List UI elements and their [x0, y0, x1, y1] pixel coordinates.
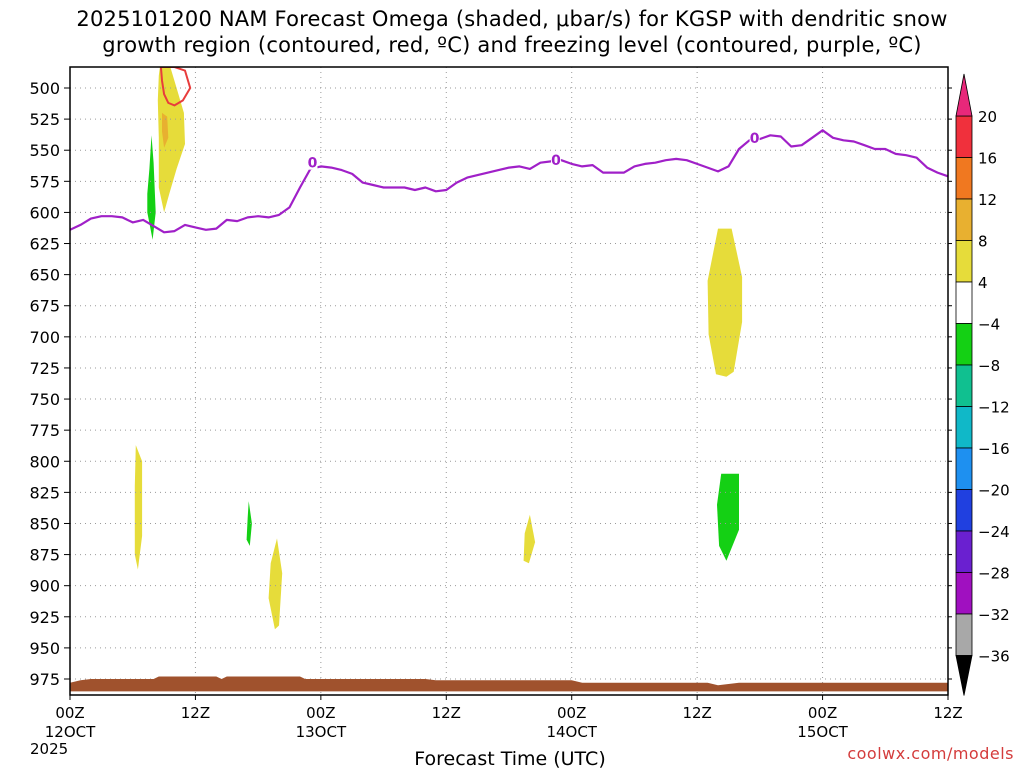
x-tick-label: 12Z	[933, 704, 962, 722]
freezing-label-bg	[749, 130, 760, 145]
grid-lines	[70, 67, 948, 695]
y-tick-label: 575	[29, 172, 60, 191]
x-tick-label: 12Z	[181, 704, 210, 722]
x-tick-date-label: 15OCT	[797, 723, 848, 741]
dgz-contour	[159, 67, 192, 107]
x-tick-label: 00Z	[55, 704, 84, 722]
y-tick-label: 600	[29, 203, 60, 222]
y-tick-label: 925	[29, 608, 60, 627]
colorbar-label: −32	[978, 606, 1010, 624]
y-tick-label: 650	[29, 266, 60, 285]
y-tick-label: 875	[29, 546, 60, 565]
colorbar-label: 16	[978, 150, 997, 168]
terrain	[70, 676, 948, 692]
freezing-label-bg	[551, 153, 562, 168]
colorbar-label: −20	[978, 482, 1010, 500]
freezing-level-line	[70, 129, 948, 234]
x-tick-label: 12Z	[432, 704, 461, 722]
x-tick-date-label: 12OCT	[45, 723, 96, 741]
y-tick-label: 800	[29, 452, 60, 471]
plot-frame	[69, 66, 949, 696]
y-tick-label: 825	[29, 483, 60, 502]
chart-title: 2025101200 NAM Forecast Omega (shaded, μ…	[0, 6, 1024, 58]
colorbar-band	[955, 530, 973, 573]
y-tick-label: 700	[29, 328, 60, 347]
y-tick-label: 775	[29, 421, 60, 440]
freezing-level-label: 0	[308, 156, 318, 172]
omega-region-7	[707, 228, 743, 377]
colorbar-label: −16	[978, 440, 1010, 458]
omega-region-4	[246, 501, 252, 546]
y-tick-label: 525	[29, 110, 60, 129]
colorbar-band	[955, 323, 973, 366]
x-tick-label: 00Z	[557, 704, 586, 722]
y-tick-label: 975	[29, 670, 60, 689]
colorbar-band	[955, 198, 973, 241]
colorbar-band	[955, 364, 973, 407]
x-axis-label: Forecast Time (UTC)	[414, 748, 605, 768]
colorbar-band	[955, 115, 973, 158]
colorbar-label: −12	[978, 399, 1010, 417]
omega-region-6	[523, 514, 536, 564]
colorbar-label: 8	[978, 233, 988, 251]
colorbar-label: 12	[978, 191, 997, 209]
contours: 0 0 0	[70, 67, 948, 234]
x-tick-label: 00Z	[306, 704, 335, 722]
x-tick-label: 12Z	[682, 704, 711, 722]
x-tick-label: 00Z	[808, 704, 837, 722]
title-line-2: growth region (contoured, red, ºC) and f…	[102, 33, 922, 57]
colorbar-band	[955, 406, 973, 449]
omega-region-8	[717, 473, 739, 561]
colorbar-label: −28	[978, 565, 1010, 583]
colorbar-label: −24	[978, 523, 1010, 541]
colorbar-band	[955, 489, 973, 532]
colorbar-label: −8	[978, 357, 1000, 375]
colorbar-bottom-arrow	[955, 655, 973, 696]
omega-region-2	[147, 135, 156, 240]
colorbar-band	[955, 572, 973, 615]
colorbar-label: 20	[978, 108, 997, 126]
colorbar-band	[955, 613, 973, 656]
colorbar-label: −4	[978, 316, 1000, 334]
y-tick-label: 675	[29, 297, 60, 316]
x-tick-date-label: 13OCT	[296, 723, 347, 741]
freezing-label-bg	[307, 155, 318, 170]
freezing-level-label: 0	[750, 131, 760, 147]
title-line-1: 2025101200 NAM Forecast Omega (shaded, μ…	[76, 7, 948, 31]
omega-region-3	[134, 445, 143, 570]
y-tick-label: 725	[29, 359, 60, 378]
y-tick-label: 625	[29, 235, 60, 254]
colorbar: 20 16 12 8 4 −4 −8 −12 −16 −20 −24 −28 −32 −36	[955, 73, 1010, 696]
x-tick-date-label: 14OCT	[546, 723, 597, 741]
omega-region-5	[268, 538, 283, 630]
year-label: 2025	[30, 740, 69, 758]
omega-region-1	[162, 112, 169, 148]
colorbar-label: 4	[978, 274, 988, 292]
y-axis-ticks: 500 525 550 575 600 625 650 675 700 725 750 775 800 8…	[29, 79, 952, 689]
plot-border	[69, 66, 949, 696]
y-tick-label: 500	[29, 79, 60, 98]
colorbar-label: −36	[978, 648, 1010, 666]
omega-region-0	[157, 67, 185, 213]
y-tick-label: 950	[29, 639, 60, 658]
y-tick-label: 550	[29, 141, 60, 160]
colorbar-band	[955, 157, 973, 200]
colorbar-band	[955, 281, 973, 324]
terrain-fill	[70, 676, 948, 692]
omega-shading	[134, 67, 743, 630]
freezing-level-label: 0	[551, 153, 561, 169]
colorbar-band	[955, 447, 973, 490]
y-tick-label: 850	[29, 514, 60, 533]
colorbar-band	[955, 240, 973, 283]
y-tick-label: 750	[29, 390, 60, 409]
colorbar-top-arrow	[955, 73, 973, 117]
y-tick-label: 900	[29, 577, 60, 596]
credit-text: coolwx.com/models	[847, 744, 1014, 763]
